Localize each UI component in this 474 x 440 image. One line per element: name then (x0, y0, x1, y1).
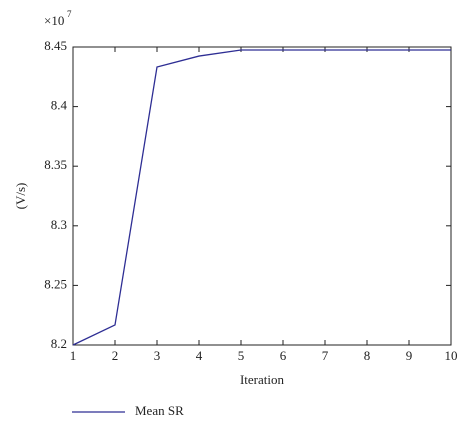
y-tick-label: 8.4 (51, 98, 68, 113)
y-tick-label: 8.25 (44, 276, 67, 291)
x-tick-label: 4 (196, 348, 203, 363)
y-tick-label: 8.2 (51, 336, 67, 351)
x-tick-label: 7 (322, 348, 329, 363)
multiplier-base: ×10 (44, 13, 64, 28)
x-axis-label: Iteration (240, 372, 285, 387)
y-axis-label: (V/s) (13, 183, 28, 210)
x-tick-label: 5 (238, 348, 245, 363)
plot-frame (72, 46, 452, 346)
x-tick-label: 6 (280, 348, 287, 363)
x-tick-label: 2 (112, 348, 119, 363)
data-line (72, 49, 451, 346)
legend-label: Mean SR (135, 403, 184, 418)
y-tick-label: 8.45 (44, 38, 67, 53)
y-tick-label: 8.35 (44, 157, 67, 172)
x-tick-label: 3 (154, 348, 161, 363)
y-tick-label: 8.3 (51, 217, 67, 232)
x-tick-label: 1 (70, 348, 77, 363)
multiplier-exponent: 7 (67, 9, 72, 19)
x-tick-label: 8 (364, 348, 371, 363)
x-tick-label: 10 (445, 348, 458, 363)
x-tick-label: 9 (406, 348, 413, 363)
